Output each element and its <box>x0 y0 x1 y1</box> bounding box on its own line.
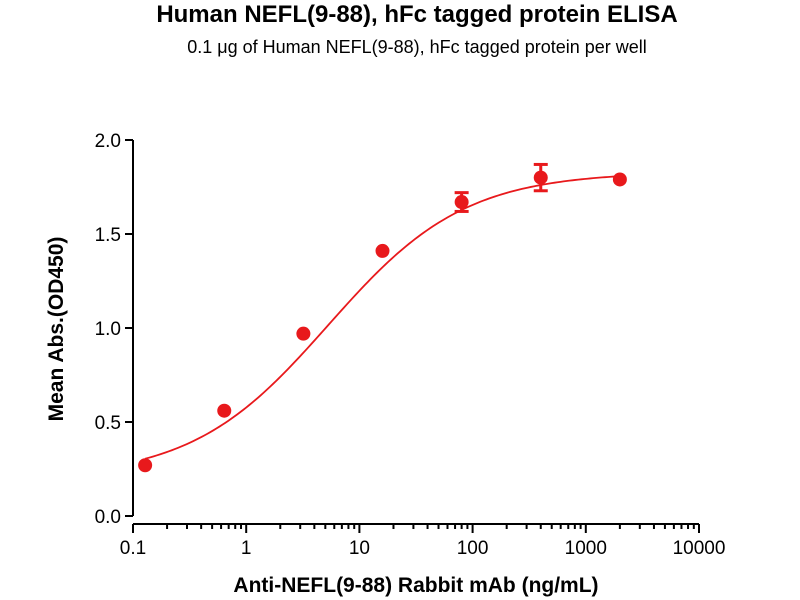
data-point <box>612 172 627 187</box>
y-ticks: 0.0 0.5 1.0 1.5 2.0 <box>95 131 133 528</box>
x-tick-label: 100 <box>457 538 489 559</box>
y-tick-label: 0.5 <box>95 413 121 434</box>
fit-curve <box>144 175 620 460</box>
y-tick-label: 1.5 <box>95 225 121 246</box>
y-tick-label: 1.0 <box>95 319 121 340</box>
data-point <box>375 243 390 258</box>
chart-subtitle: 0.1 μg of Human NEFL(9-88), hFc tagged p… <box>187 37 647 57</box>
y-axis-title: Mean Abs.(OD450) <box>45 237 68 422</box>
data-point <box>296 326 311 341</box>
data-point <box>533 170 548 185</box>
data-point <box>454 195 469 210</box>
x-tick-label: 0.1 <box>120 538 146 559</box>
x-tick-label: 10000 <box>673 538 726 559</box>
data-point <box>217 403 232 418</box>
y-tick-label: 2.0 <box>95 131 121 152</box>
x-tick-label: 1 <box>241 538 252 559</box>
x-tick-label: 10 <box>349 538 370 559</box>
data-point <box>138 458 153 473</box>
data-points <box>138 162 627 473</box>
y-tick-label: 0.0 <box>95 507 121 528</box>
x-ticks: 0.1 1 10 100 1000 10000 <box>120 524 726 559</box>
chart-title: Human NEFL(9-88), hFc tagged protein ELI… <box>156 1 677 28</box>
x-tick-label: 1000 <box>565 538 607 559</box>
x-axis-title: Anti-NEFL(9-88) Rabbit mAb (ng/mL) <box>233 574 598 597</box>
axes <box>132 140 699 525</box>
